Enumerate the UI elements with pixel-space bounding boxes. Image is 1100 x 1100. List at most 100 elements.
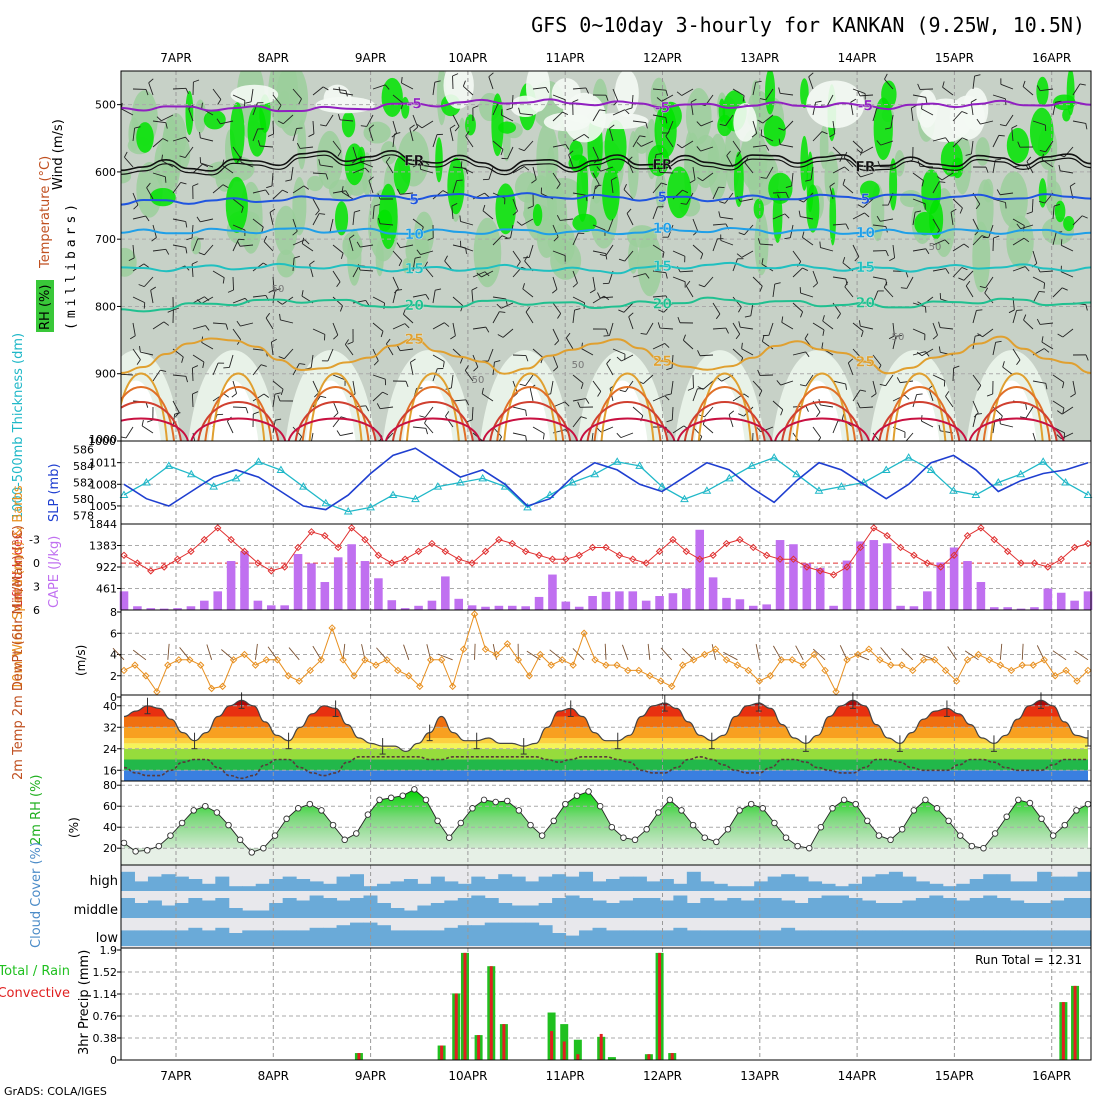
wind-barb-flag [1041,336,1044,343]
wind10m-barb [288,647,300,661]
wind-barb-flag [501,235,508,239]
wind-barb [523,140,534,151]
wind-barb [191,263,194,278]
wind-barb [352,265,360,278]
wind-barb [652,270,666,274]
wind-barb-flag [301,237,305,244]
rh-point [143,847,151,854]
wind-barb [472,326,486,330]
wind-barb-flag [173,307,180,311]
isotherm-label: 5 [409,192,419,208]
wind-barb [565,337,574,350]
wind-barb-flag [1016,359,1021,366]
wind-barb-flag [917,83,921,90]
cloud-cell-high [134,881,149,891]
wind-barb [492,102,499,116]
wind-barb [292,258,295,272]
wind-barb [424,266,434,278]
temp-tick-label: 32 [103,721,117,734]
wind-barb-flag [145,89,149,96]
wind-barb [252,128,259,142]
wind-barb [212,88,222,100]
wind-barb [752,120,758,134]
surface-isotherm [795,372,850,441]
wind10m-point [1062,666,1070,675]
rh-blob-high [381,77,403,117]
wind-barb-flag [645,273,650,279]
wind-barb-flag [136,359,141,365]
wind-barb [626,213,634,226]
rh-point [364,811,372,818]
wind-barb [600,166,614,172]
rh-blob-high [136,122,154,153]
rh-point [411,786,418,793]
cloud-cell-middle [592,900,607,918]
wind-barb-flag [580,383,584,390]
wind-barb [592,250,606,254]
thickness-point [455,478,465,486]
thickness-point [680,494,689,503]
cloud-cell-low [1077,930,1092,946]
li-point [200,535,209,544]
wind-barb [883,287,894,298]
temp2m-label: 2m Temp 2m DewPt (6hr Min/Max) (°C) [11,525,26,780]
wind-barb-flag [304,239,310,245]
wind-barb [712,223,726,226]
wind-barb-flag [603,295,610,301]
li-point [307,528,316,536]
cape-bar [253,600,263,610]
slp-tick-label: 1008 [89,478,117,491]
wind-barb [591,432,594,441]
cloud-cell-low [174,930,189,946]
wind-barb-flag [640,332,647,335]
rh-blob-mid [414,211,435,257]
wind-barb [606,363,614,376]
wind-barb-flag [977,385,982,391]
wind-barb [992,160,996,174]
wind-barb [340,92,354,96]
wind-barb [826,94,834,107]
surface-isotherm [989,372,1044,441]
wind-barb [372,206,375,220]
wind-barb [1052,206,1055,220]
wind-barb-flag [856,171,861,178]
rh-point [190,807,197,814]
cloud-cell-low [713,930,728,946]
wind-barb-flag [687,387,694,391]
wind-barb [212,184,224,194]
li-point [856,543,865,552]
rh-point [283,815,290,823]
cloud-cell-low [1023,930,1038,946]
wind-barb [492,235,503,246]
cloud-cell-middle [1050,900,1065,918]
wind-barb-flag [850,98,857,103]
cloud-cell-high [1077,871,1092,891]
wind-barb [300,146,314,149]
li-point [963,532,972,540]
wind-barb-flag [616,356,622,362]
wind10m-barb [267,646,278,661]
wind10m-point [974,650,983,659]
wind-barb [312,120,315,134]
wind-barb-flag [336,430,341,436]
rh-blob-mid [473,217,502,288]
wind-barb [992,94,1006,100]
wind-barb-flag [597,391,602,397]
rh-blob-high [1036,76,1049,107]
wind-barb-flag [425,294,430,300]
surface-isotherm [121,386,175,441]
wind-barb [272,276,275,290]
wind10m-point [251,661,260,669]
wind-barb [572,192,586,196]
wind-barb [932,137,946,142]
wind-barb-flag [1017,141,1021,148]
wind-barb-flag [938,346,941,353]
cloud-cell-middle [902,900,917,918]
wind10m-point [876,656,884,664]
wind-barb [665,135,674,148]
wind-barb-flag [757,238,761,245]
cape-bar [936,562,946,610]
wind-barb [201,296,214,304]
wind-barb [400,244,414,249]
